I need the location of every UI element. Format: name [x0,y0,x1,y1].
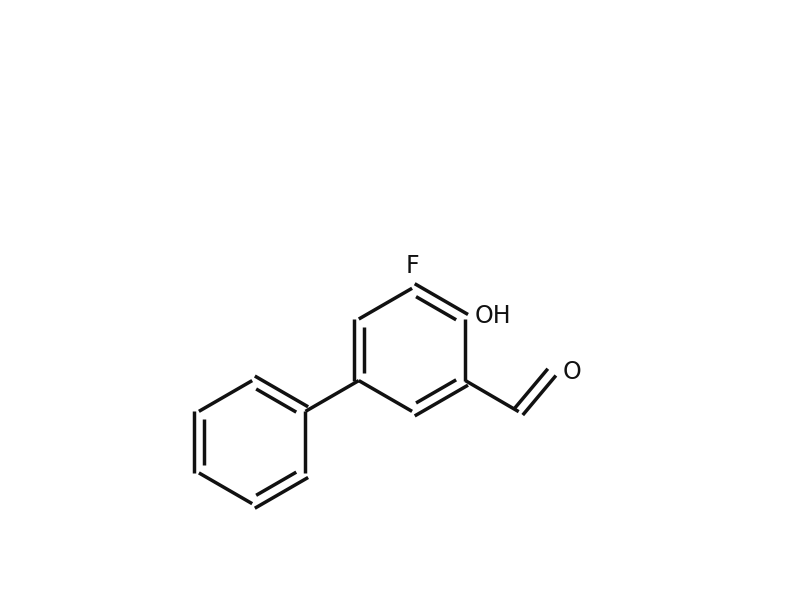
Text: O: O [563,360,581,384]
Text: F: F [406,254,419,278]
Text: OH: OH [474,304,510,328]
